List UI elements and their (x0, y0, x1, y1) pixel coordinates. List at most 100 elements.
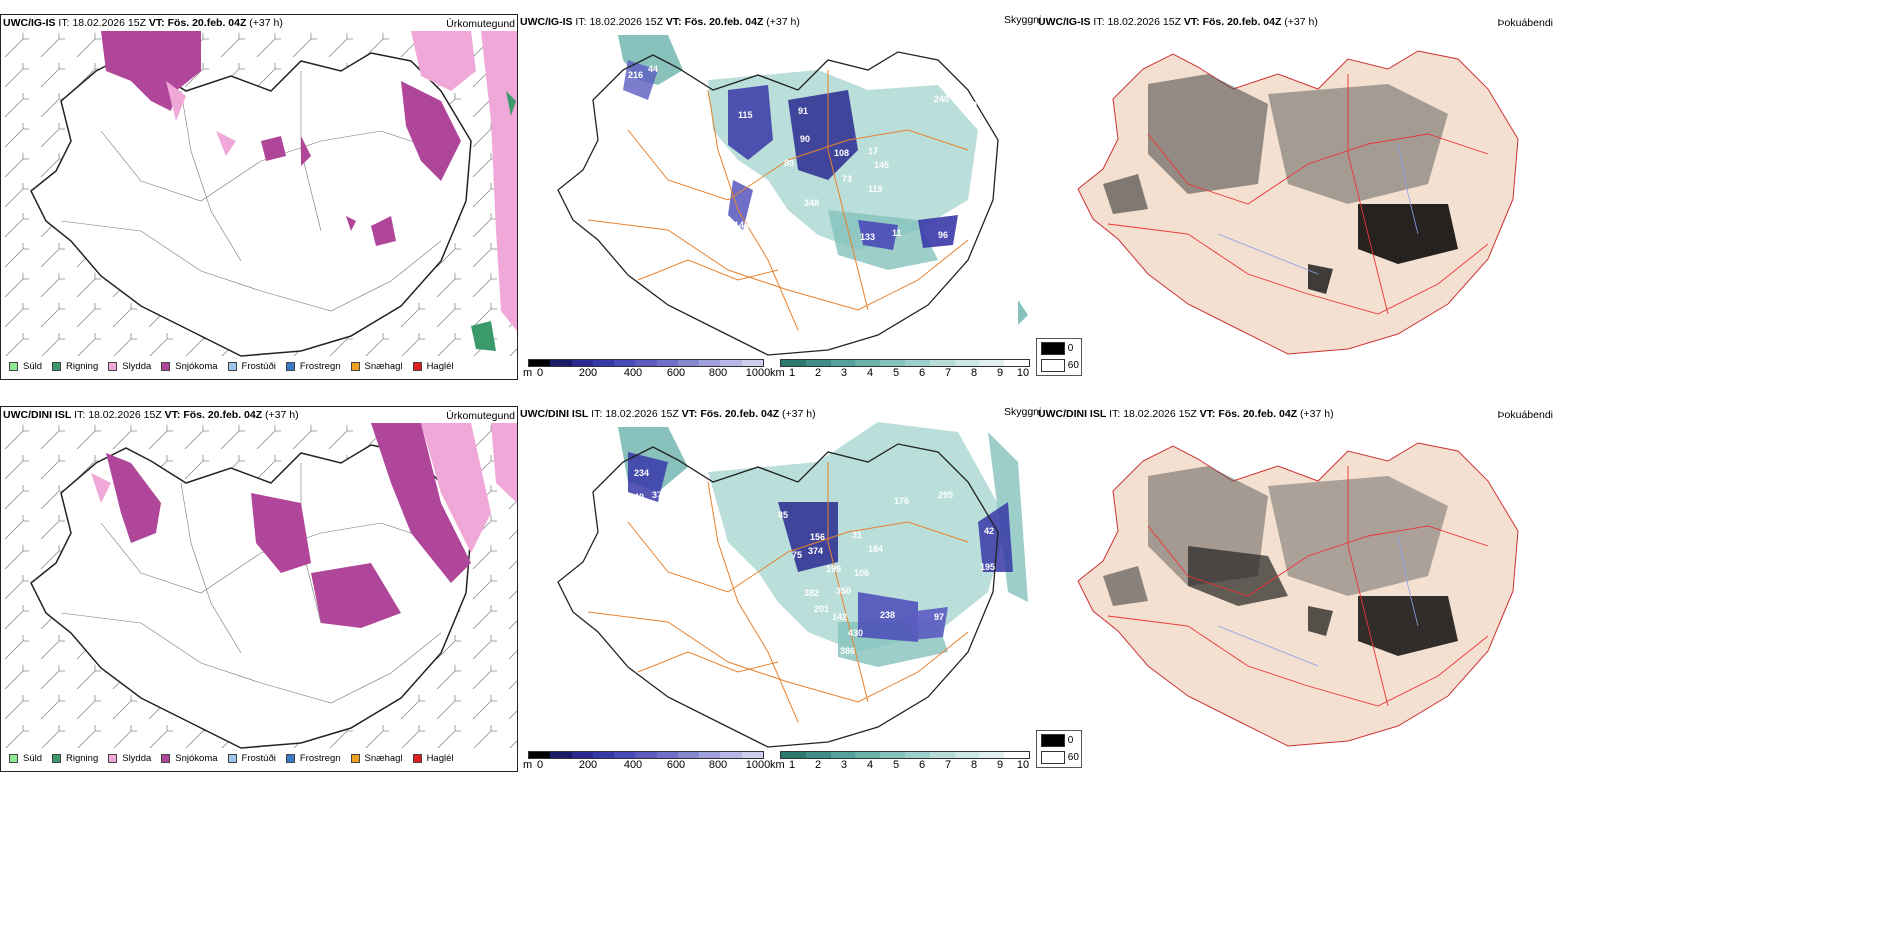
legend-item: Rigning (52, 753, 98, 764)
cloud-value: 133 (860, 232, 875, 242)
cloud-base-numbers: 216 44 115 91 90 80 108 73 145 119 348 1… (628, 64, 989, 242)
roads (587, 70, 969, 331)
model-name: UWC/IG-IS (3, 17, 56, 29)
cloud-value: 85 (778, 510, 788, 520)
fog-map (1077, 442, 1519, 747)
cloud-value: 90 (800, 134, 810, 144)
model-name: UWC/IG-IS (520, 16, 573, 28)
precip-map (1, 423, 517, 749)
valid-time: Fös. 20.feb. 04Z (167, 17, 247, 29)
init-time: 18.02.2026 15Z (72, 17, 146, 29)
roads (587, 462, 969, 723)
init-time: 18.02.2026 15Z (1123, 408, 1197, 420)
panel-header: UWC/DINI ISL IT: 18.02.2026 15Z VT: Fös.… (3, 409, 299, 421)
valid-time: Fös. 20.feb. 04Z (1218, 408, 1298, 420)
precip-type-panel-top: UWC/IG-IS IT: 18.02.2026 15Z VT: Fös. 20… (0, 14, 518, 380)
cloud-value: 238 (880, 610, 895, 620)
lead-time: (+37 h) (1284, 16, 1318, 28)
lead-time: (+37 h) (249, 17, 283, 29)
precip-map (1, 31, 517, 357)
model-name: UWC/DINI ISL (520, 408, 589, 420)
cloud-value: 350 (836, 586, 851, 596)
cloud-value: 374 (808, 546, 823, 556)
visibility-ticks: km 1 2 3 4 5 6 7 8 9 10 (770, 759, 1030, 771)
cloud-value: 146 (734, 220, 749, 230)
cloud-value: 382 (804, 588, 819, 598)
precip-legend: Súld Rigning Slydda Snjókoma Frostúði Fr… (9, 753, 464, 764)
cloud-value: 31 (852, 530, 862, 540)
fog-shading (1103, 74, 1458, 294)
rivers (1217, 535, 1419, 667)
cloud-value: 430 (848, 628, 863, 638)
cloud-base-ticks: m 0 200 400 600 800 1000 (523, 367, 771, 379)
fog-map (1077, 50, 1519, 355)
cloud-value: 234 (634, 468, 649, 478)
legend-item: Slydda (108, 361, 151, 372)
cloud-value: 142 (832, 612, 847, 622)
visibility-panel-bottom: UWC/DINI ISL IT: 18.02.2026 15Z VT: Fös.… (518, 406, 1042, 772)
legend-item: Slydda (108, 753, 151, 764)
cloud-value: 216 (628, 70, 643, 80)
panel-header: UWC/IG-IS IT: 18.02.2026 15Z VT: Fös. 20… (1038, 16, 1318, 28)
lead-time: (+37 h) (782, 408, 816, 420)
fog-legend-item: 0 (1041, 342, 1081, 359)
panel-header: UWC/DINI ISL IT: 18.02.2026 15Z VT: Fös.… (1038, 408, 1334, 420)
cloud-value: 295 (938, 490, 953, 500)
cloud-value: 17 (868, 146, 878, 156)
cloud-value: 80 (784, 158, 794, 168)
precip-type-panel-bottom: UWC/DINI ISL IT: 18.02.2026 15Z VT: Fös.… (0, 406, 518, 772)
legend-item: Frostúði (227, 753, 276, 764)
cloud-value: 200 (962, 100, 977, 110)
legend-item: Frostregn (285, 361, 341, 372)
cloud-value: 240 (934, 94, 949, 104)
roads (1107, 74, 1489, 315)
cloud-base-unit: m (523, 759, 533, 771)
visibility-bar (780, 359, 1030, 367)
cloud-value: 372 (652, 490, 667, 500)
init-time: 18.02.2026 15Z (1107, 16, 1181, 28)
roads (1107, 466, 1489, 707)
legend-item: Haglél (412, 753, 454, 764)
cloud-value: 75 (792, 550, 802, 560)
legend-item: Snjókoma (161, 753, 218, 764)
init-time: 18.02.2026 15Z (589, 16, 663, 28)
visibility-panel-top: UWC/IG-IS IT: 18.02.2026 15Z VT: Fös. 20… (518, 14, 1042, 380)
fog-panel-bottom: UWC/DINI ISL IT: 18.02.2026 15Z VT: Fös.… (1038, 406, 1553, 747)
cloud-value: 386 (840, 646, 855, 656)
legend-item: Snæhagl (350, 753, 403, 764)
model-name: UWC/IG-IS (1038, 16, 1091, 28)
fog-legend-bottom: 0 60 (1036, 730, 1082, 768)
visibility-title: Skyggni (1004, 406, 1042, 418)
legend-item: Súld (9, 753, 42, 764)
visibility-unit: km (770, 759, 785, 771)
cloud-value: 115 (738, 110, 753, 120)
cloud-value: 73 (842, 174, 852, 184)
cloud-base-ticks: m 0 200 400 600 800 1000 (523, 759, 771, 771)
init-time: 18.02.2026 15Z (605, 408, 679, 420)
cloud-value: 44 (648, 64, 658, 74)
legend-item: Rigning (52, 361, 98, 372)
cloud-value: 199 (826, 564, 841, 574)
fog-legend-item: 60 (1041, 751, 1081, 764)
cloud-base-numbers: 234 40 372 261 85 156 75 374 31 184 199 … (620, 468, 995, 656)
rivers (1217, 143, 1419, 275)
lead-time: (+37 h) (265, 409, 299, 421)
cloud-value: 261 (620, 510, 635, 520)
cloud-base-colorbar: m 0 200 400 600 800 1000 (523, 751, 771, 771)
fog-legend-top: 0 60 (1036, 338, 1082, 376)
cloud-value: 96 (938, 230, 948, 240)
valid-time: Fös. 20.feb. 04Z (700, 408, 780, 420)
cloud-value: 91 (798, 106, 808, 116)
legend-item: Snæhagl (350, 361, 403, 372)
fog-legend-item: 60 (1041, 359, 1081, 372)
precip-title: Úrkomutegund (446, 18, 515, 30)
precip-title: Úrkomutegund (446, 410, 515, 422)
cloud-value: 195 (980, 562, 995, 572)
iceland-outline (557, 51, 999, 356)
cloud-value: 97 (934, 612, 944, 622)
cloud-value: 145 (874, 160, 889, 170)
cloud-base-colorbar: m 0 200 400 600 800 1000 (523, 359, 771, 379)
cloud-value: 119 (868, 184, 883, 194)
visibility-title: Skyggni (1004, 14, 1042, 26)
panel-header: UWC/IG-IS IT: 18.02.2026 15Z VT: Fös. 20… (520, 16, 800, 28)
